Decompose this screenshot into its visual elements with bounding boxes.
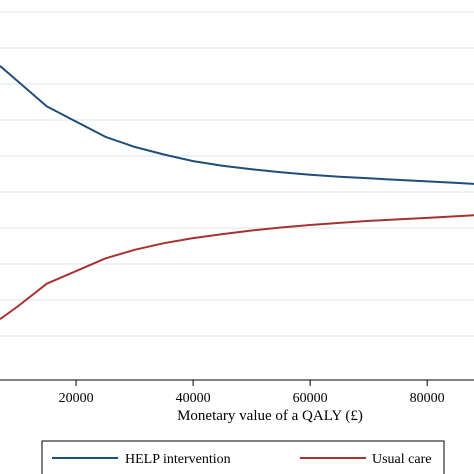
x-ticks: 20000 40000 60000 80000 [59,380,445,406]
grid-lines [0,11,474,337]
x-tick-label: 40000 [176,391,211,406]
x-tick-label: 60000 [293,391,328,406]
legend: HELP intervention Usual care [41,440,445,474]
legend-label-usual-care: Usual care [372,452,431,467]
series-line-usual-care [0,214,474,321]
legend-label-help: HELP intervention [125,452,231,467]
series-line-help [0,65,474,185]
series-layer [0,65,474,321]
x-tick-label: 80000 [410,391,445,406]
x-axis-title: Monetary value of a QALY (£) [177,408,363,424]
x-tick-label: 20000 [59,391,94,406]
